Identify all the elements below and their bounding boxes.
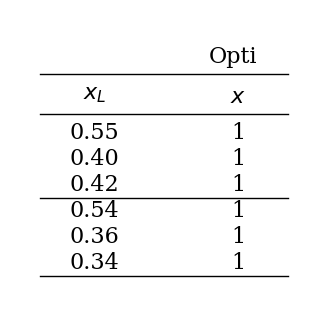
Text: 0.40: 0.40	[70, 148, 119, 170]
Text: 1: 1	[231, 174, 245, 196]
Text: $x_{\!}$: $x_{\!}$	[230, 83, 246, 105]
Text: 1: 1	[231, 148, 245, 170]
Text: Opti: Opti	[209, 46, 257, 68]
Text: 0.55: 0.55	[70, 122, 119, 144]
Text: $x_{L}$: $x_{L}$	[83, 83, 106, 105]
Text: 0.34: 0.34	[70, 252, 119, 274]
Text: 1: 1	[231, 122, 245, 144]
Text: 1: 1	[231, 252, 245, 274]
Text: 0.54: 0.54	[70, 200, 119, 222]
Text: 1: 1	[231, 226, 245, 248]
Text: 0.36: 0.36	[70, 226, 119, 248]
Text: 0.42: 0.42	[70, 174, 119, 196]
Text: 1: 1	[231, 200, 245, 222]
